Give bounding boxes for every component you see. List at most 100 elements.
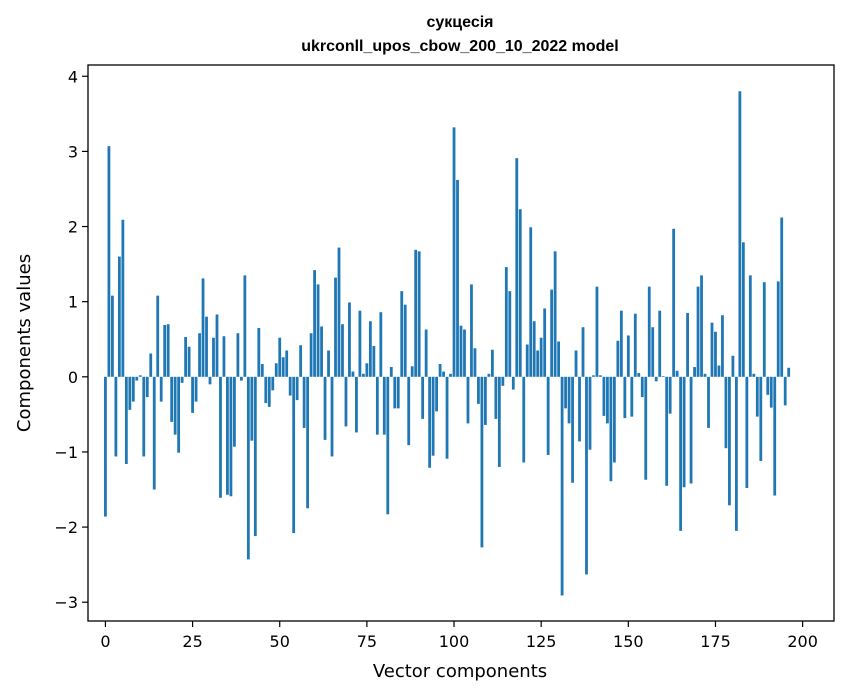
bar	[672, 228, 676, 377]
bar	[379, 312, 383, 377]
y-tick-label: 0	[68, 368, 78, 387]
bar	[309, 333, 313, 377]
bar	[780, 217, 784, 377]
bar	[355, 376, 358, 433]
bar	[438, 364, 442, 377]
bar	[592, 375, 595, 377]
bars-group	[104, 91, 791, 596]
x-tick-label: 200	[787, 632, 818, 651]
bar	[156, 295, 160, 377]
bar	[480, 376, 484, 548]
bar	[386, 376, 390, 515]
bar	[375, 376, 379, 435]
bar	[288, 376, 292, 396]
bar	[271, 376, 275, 391]
bar	[661, 376, 665, 377]
bar	[490, 349, 494, 377]
bar	[477, 376, 480, 404]
bar	[679, 376, 683, 531]
bar	[710, 322, 714, 377]
bar	[696, 286, 700, 377]
bar	[511, 376, 515, 390]
bar	[755, 376, 759, 417]
bar	[626, 335, 630, 377]
bar	[759, 376, 763, 461]
bar	[762, 282, 766, 377]
bar	[403, 304, 407, 377]
bar	[344, 376, 348, 427]
bar	[327, 350, 330, 377]
bar	[201, 278, 205, 377]
bar	[264, 376, 268, 404]
bar	[285, 350, 289, 377]
bar	[665, 376, 669, 486]
y-axis-label: Components values	[14, 254, 35, 432]
bar	[675, 370, 679, 377]
bar	[316, 284, 320, 377]
bar	[229, 376, 233, 497]
bar	[721, 315, 724, 377]
bar	[619, 310, 623, 377]
y-tick-label: 4	[68, 67, 78, 86]
bar	[246, 376, 250, 560]
bar	[180, 376, 184, 383]
x-tick-label: 125	[526, 632, 557, 651]
bar	[114, 376, 118, 457]
bar	[302, 376, 306, 428]
y-axis-ticks: −3 −2 −1 0 1 2 3 4	[54, 67, 88, 612]
bar	[278, 337, 282, 377]
bar	[766, 376, 770, 395]
bar	[431, 376, 435, 456]
bar	[658, 310, 662, 377]
bar	[724, 376, 728, 449]
bar	[484, 376, 487, 425]
bar	[787, 367, 791, 377]
bar	[222, 336, 226, 377]
bar	[442, 371, 445, 377]
bar	[107, 146, 111, 377]
bar	[459, 325, 463, 377]
bar	[330, 376, 334, 457]
bar	[463, 329, 466, 377]
bar	[504, 267, 508, 377]
bar	[124, 376, 128, 464]
bar	[571, 376, 574, 483]
bar	[473, 348, 477, 377]
bar	[553, 251, 557, 377]
bar	[574, 350, 578, 377]
bar	[745, 376, 749, 489]
bar	[564, 376, 567, 409]
bar	[414, 249, 418, 377]
bar	[170, 376, 174, 422]
bar	[337, 247, 341, 377]
bar	[257, 327, 261, 377]
bar	[281, 357, 285, 377]
bar	[194, 376, 198, 402]
bar	[260, 364, 264, 377]
bar	[522, 376, 526, 463]
y-tick-label: −1	[54, 443, 78, 462]
bar	[351, 371, 355, 377]
bar	[382, 376, 386, 435]
bar	[748, 275, 752, 377]
bar	[728, 376, 731, 506]
bar	[198, 333, 201, 377]
bar	[219, 376, 222, 498]
bar	[128, 376, 132, 410]
bar	[145, 376, 149, 398]
x-tick-label: 75	[357, 632, 377, 651]
bar	[131, 376, 135, 402]
bar	[539, 337, 543, 377]
bar	[313, 270, 316, 377]
x-tick-label: 50	[270, 632, 290, 651]
bar	[536, 350, 540, 377]
bar	[640, 376, 644, 398]
bar	[623, 376, 627, 419]
y-tick-label: 2	[68, 218, 78, 237]
chart-title-line2: ukrconll_upos_cbow_200_10_2022 model	[301, 38, 618, 55]
bar	[769, 376, 773, 408]
bar	[428, 376, 432, 468]
chart-title-line1: сукцесія	[426, 14, 493, 31]
bar	[515, 158, 519, 377]
bar	[274, 363, 278, 377]
